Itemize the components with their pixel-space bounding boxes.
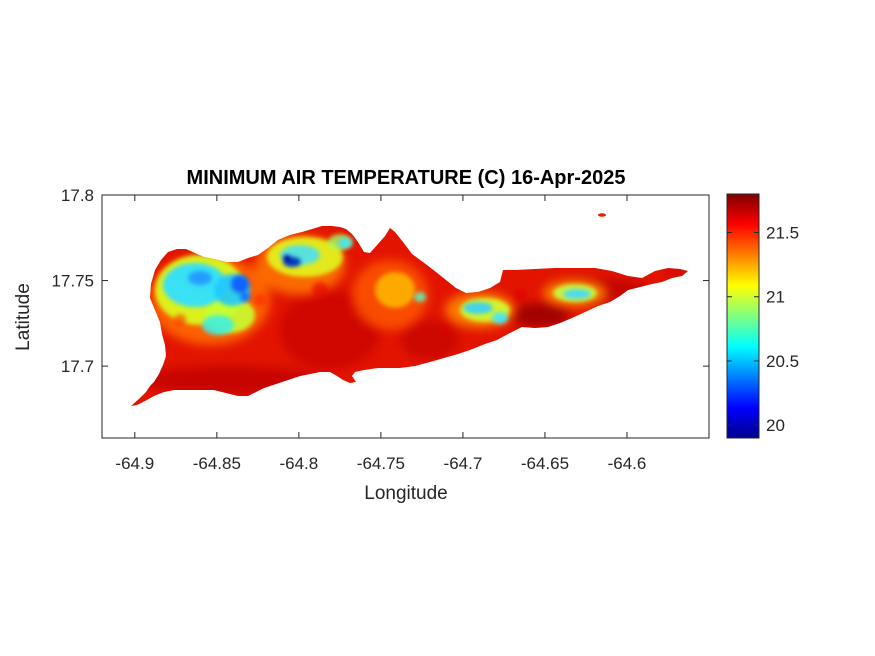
y-axis: 17.7 17.75 17.8 — [51, 186, 709, 376]
offshore-islet — [598, 213, 606, 217]
x-tick-label: -64.8 — [279, 454, 318, 473]
colorbar-gradient — [726, 193, 760, 439]
x-tick-label: -64.75 — [357, 454, 405, 473]
y-axis-label: Latitude — [13, 283, 34, 351]
colorbar-tick-label: 21.5 — [766, 224, 799, 243]
y-tick-label: 17.8 — [61, 186, 94, 205]
x-tick-label: -64.85 — [193, 454, 241, 473]
y-tick-label: 17.7 — [61, 357, 94, 376]
temperature-field — [140, 234, 687, 394]
x-axis: -64.9 -64.85 -64.8 -64.75 -64.7 -64.65 -64.6 — [115, 195, 646, 473]
chart-title: MINIMUM AIR TEMPERATURE (C) 16-Apr-2025 — [187, 167, 626, 189]
x-axis-label: Longitude — [364, 483, 447, 504]
x-tick-label: -64.7 — [444, 454, 483, 473]
colorbar-tick-label: 21 — [766, 288, 785, 307]
x-tick-label: -64.65 — [521, 454, 569, 473]
colorbar: 20 20.5 21 21.5 — [726, 193, 799, 439]
x-tick-label: -64.6 — [608, 454, 647, 473]
x-tick-label: -64.9 — [115, 454, 154, 473]
colorbar-tick-label: 20.5 — [766, 352, 799, 371]
y-tick-label: 17.75 — [51, 272, 94, 291]
colorbar-ticks: 20 20.5 21 21.5 — [727, 224, 799, 435]
colorbar-tick-label: 20 — [766, 416, 785, 435]
